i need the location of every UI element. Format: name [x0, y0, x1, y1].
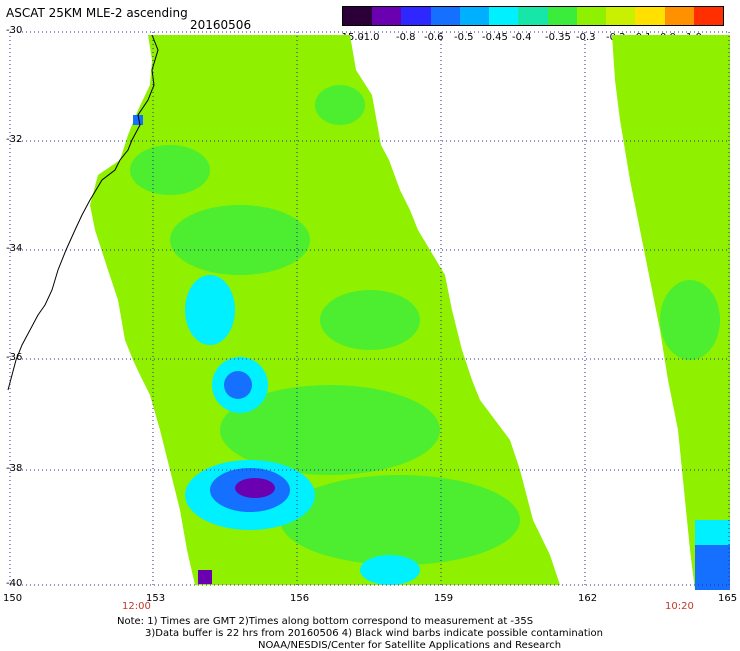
patch-blue-c [133, 115, 143, 125]
patch-right-green [660, 280, 720, 360]
coastline [7, 34, 159, 391]
colorbar-swatch [576, 7, 607, 25]
longitude-label: 153 [146, 593, 166, 604]
patch-right-blue [695, 545, 730, 590]
patch-purple-b [198, 570, 212, 584]
patch-cyan-a [185, 275, 235, 345]
colorbar-label: -1.0 [360, 32, 380, 43]
longitude-label: 159 [434, 593, 454, 604]
colorbar-swatches [342, 6, 724, 26]
longitude-label: 162 [578, 593, 598, 604]
patch-green-b [130, 145, 210, 195]
patch-green-e [220, 385, 440, 475]
note-line-3: NOAA/NESDIS/Center for Satellite Applica… [258, 640, 562, 651]
latitude-label: -40 [6, 578, 23, 589]
colorbar-swatch [518, 7, 548, 25]
colorbar-swatch [430, 7, 460, 25]
patch-cyan-d [360, 555, 420, 585]
colorbar-label: -15.0 [338, 32, 364, 43]
swath-left-patches [130, 85, 520, 585]
map-title: ASCAT 25KM MLE-2 ascending [6, 6, 188, 20]
colorbar-swatch [401, 7, 431, 25]
latitude-label: -36 [6, 352, 23, 363]
note-line-1: Note: 1) Times are GMT 2)Times along bot… [117, 616, 534, 627]
longitude-label: 156 [290, 593, 310, 604]
latitude-label: -32 [6, 134, 23, 145]
colorbar-label: -0.4 [512, 32, 532, 43]
colorbar-swatch [343, 7, 373, 25]
patch-green-a [315, 85, 365, 125]
colorbar-swatch [547, 7, 577, 25]
colorbar-label: -0.6 [424, 32, 444, 43]
colorbar-label: -0.3 [576, 32, 596, 43]
colorbar-swatch [372, 7, 402, 25]
patch-green-c [170, 205, 310, 275]
longitude-label: 150 [3, 593, 23, 604]
map-date: 20160506 [190, 18, 252, 32]
longitude-label: 165 [718, 593, 738, 604]
latitude-label: -30 [6, 25, 23, 36]
note-line-2: 3)Data buffer is 22 hrs from 20160506 4)… [145, 628, 603, 639]
latitude-label: -38 [6, 463, 23, 474]
patch-right-cyan [695, 520, 730, 545]
patch-blue-a [224, 371, 252, 399]
colorbar-label: -0.5 [454, 32, 474, 43]
colorbar-swatch [635, 7, 665, 25]
swath-left [90, 35, 560, 585]
time-label-left: 12:00 [122, 601, 151, 612]
patch-green-f [280, 475, 520, 565]
colorbar-swatch [489, 7, 519, 25]
colorbar-swatch [693, 7, 724, 25]
colorbar-swatch [606, 7, 636, 25]
swath-right [612, 35, 730, 590]
colorbar-label: -0.8 [396, 32, 416, 43]
colorbar-label: -0.35 [545, 32, 571, 43]
colorbar-swatch [664, 7, 694, 25]
patch-purple-a [235, 478, 275, 498]
colorbar-label: -0.45 [482, 32, 508, 43]
latitude-label: -34 [6, 243, 23, 254]
graticule [9, 31, 730, 586]
time-label-right: 10:20 [665, 601, 694, 612]
patch-green-d [320, 290, 420, 350]
colorbar-swatch [459, 7, 490, 25]
